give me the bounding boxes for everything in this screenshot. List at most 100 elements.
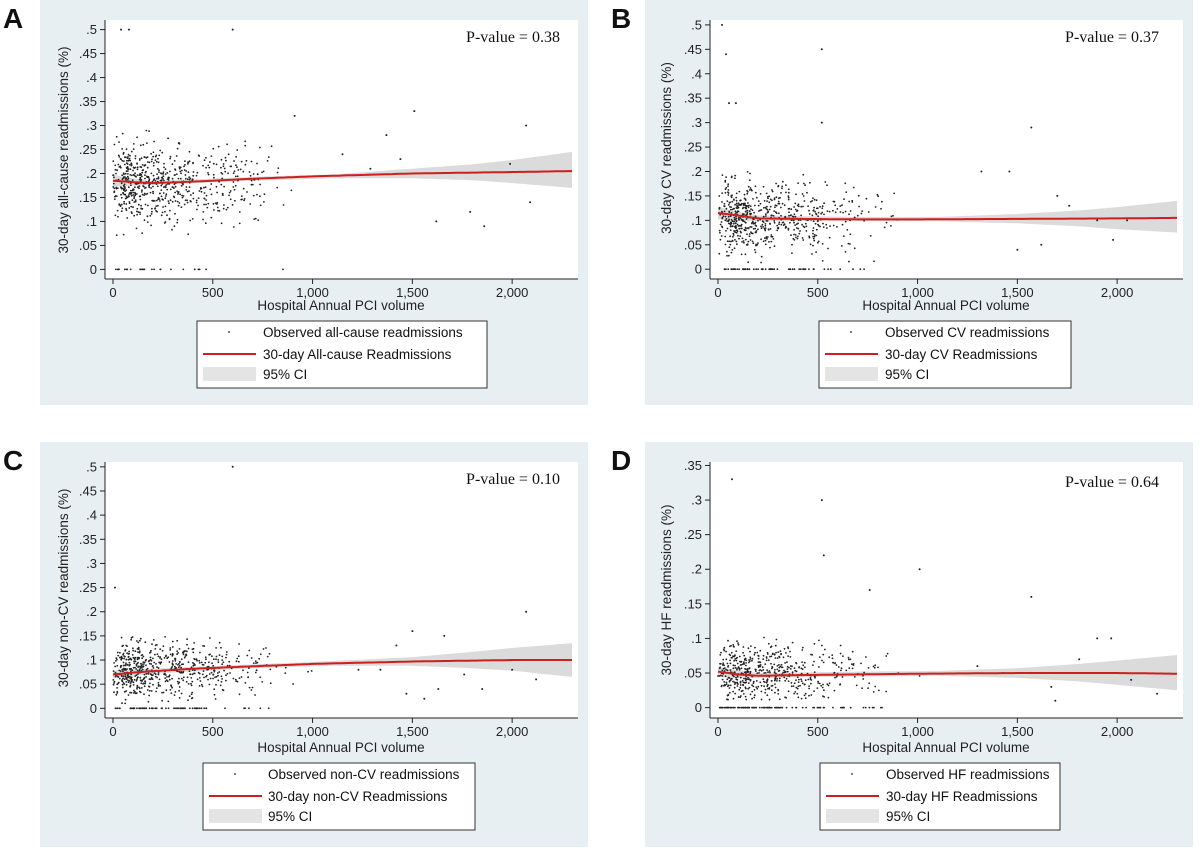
scatter-point (155, 707, 158, 710)
scatter-point (238, 677, 241, 679)
scatter-point (138, 178, 141, 181)
scatter-point (760, 690, 763, 693)
scatter-point (140, 178, 143, 181)
scatter-point (192, 171, 195, 173)
scatter-point (120, 656, 123, 659)
scatter-point (246, 191, 248, 193)
scatter-point (138, 158, 141, 160)
scatter-point (812, 229, 814, 232)
scatter-point (138, 668, 141, 671)
scatter-point (127, 653, 130, 655)
scatter-point (804, 697, 807, 700)
scatter-point (167, 700, 170, 703)
scatter-point (744, 221, 747, 224)
scatter-point (757, 200, 760, 203)
scatter-point (769, 198, 772, 201)
scatter-point (126, 170, 129, 173)
scatter-point (734, 664, 736, 667)
scatter-point (841, 204, 843, 207)
scatter-point (154, 675, 157, 678)
scatter-point (134, 166, 137, 169)
scatter-point (1130, 678, 1133, 681)
scatter-point (197, 154, 200, 157)
scatter-point (141, 164, 144, 166)
scatter-point (853, 676, 856, 678)
scatter-point (788, 666, 790, 669)
scatter-point (215, 163, 218, 166)
scatter-point (217, 659, 220, 661)
legend-scatter-symbol (851, 773, 853, 775)
scatter-point (822, 706, 825, 709)
scatter-point (127, 28, 130, 31)
scatter-point (192, 651, 195, 654)
scatter-point (243, 198, 246, 200)
scatter-point (790, 682, 793, 684)
scatter-point (169, 199, 172, 202)
scatter-point (745, 662, 747, 664)
scatter-point (124, 172, 127, 175)
y-tick-label: .3 (691, 493, 702, 508)
scatter-point (250, 689, 253, 691)
scatter-point (211, 662, 214, 665)
scatter-point (293, 114, 296, 117)
scatter-point (791, 706, 794, 709)
scatter-point (739, 706, 741, 709)
scatter-point (755, 268, 758, 271)
scatter-point (137, 203, 140, 206)
scatter-point (369, 167, 372, 170)
scatter-point (779, 665, 782, 668)
scatter-point (233, 170, 236, 173)
y-tick-label: .3 (86, 556, 97, 571)
scatter-point (191, 691, 194, 694)
scatter-point (237, 169, 240, 171)
scatter-point (144, 171, 147, 174)
scatter-point (727, 194, 730, 196)
scatter-point (114, 164, 117, 167)
scatter-point (780, 663, 783, 666)
scatter-point (152, 667, 155, 669)
scatter-point (860, 662, 862, 665)
scatter-point (157, 177, 160, 180)
scatter-point (768, 670, 771, 672)
scatter-point (181, 169, 183, 172)
scatter-point (786, 670, 789, 673)
scatter-point (158, 192, 161, 195)
scatter-point (123, 202, 125, 205)
scatter-point (242, 170, 245, 173)
scatter-point (791, 268, 794, 271)
scatter-point (443, 634, 446, 637)
scatter-point (257, 219, 260, 222)
scatter-point (763, 636, 765, 639)
scatter-point (155, 690, 158, 693)
scatter-point (877, 666, 879, 669)
scatter-point (183, 203, 186, 206)
scatter-point (729, 223, 732, 226)
scatter-point (174, 212, 176, 215)
scatter-point (814, 222, 817, 225)
scatter-point (167, 200, 170, 203)
scatter-point (215, 185, 218, 188)
scatter-point (122, 652, 125, 655)
scatter-point (813, 239, 816, 242)
scatter-point (144, 164, 147, 166)
scatter-point (732, 664, 735, 667)
scatter-point (165, 679, 168, 682)
scatter-point (728, 102, 730, 105)
scatter-point (122, 670, 124, 673)
scatter-point (148, 689, 151, 692)
scatter-point (112, 683, 115, 686)
scatter-point (734, 230, 736, 232)
x-tick-label: 2,000 (1101, 285, 1134, 300)
scatter-point (750, 208, 752, 211)
scatter-point (233, 160, 235, 162)
scatter-point (808, 235, 811, 238)
scatter-point (120, 158, 122, 161)
y-tick-label: .1 (86, 653, 97, 668)
scatter-point (120, 193, 122, 196)
scatter-point (259, 676, 262, 679)
scatter-point (143, 194, 146, 197)
scatter-point (730, 268, 733, 271)
scatter-point (137, 641, 140, 644)
scatter-point (232, 181, 235, 183)
scatter-point (164, 186, 167, 189)
